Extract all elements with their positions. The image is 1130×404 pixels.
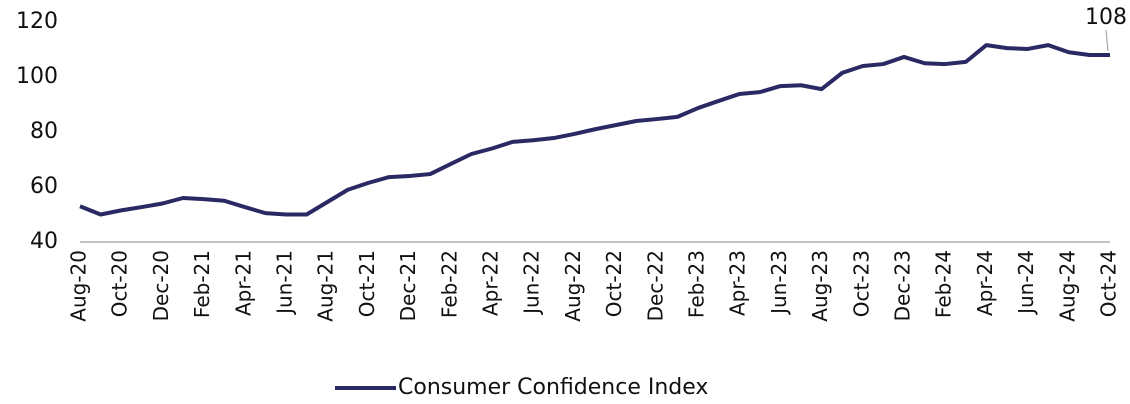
x-tick-label: Oct-23 [849, 250, 873, 317]
x-tick-label: Oct-22 [602, 250, 626, 317]
x-tick-label: Apr-21 [231, 250, 255, 316]
label-leader [1105, 29, 1109, 52]
y-tick-label: 100 [16, 64, 58, 89]
x-tick-label: Oct-24 [1097, 250, 1121, 317]
series-line [79, 43, 1110, 217]
x-tick-label: Aug-21 [314, 250, 338, 322]
x-tick-label: Dec-22 [643, 250, 667, 321]
x-tick-label: Jun-21 [273, 250, 297, 316]
y-tick-label: 40 [30, 229, 58, 254]
x-tick-label: Oct-20 [108, 250, 132, 317]
x-tick-label: Feb-23 [685, 250, 709, 318]
x-tick-label: Aug-23 [808, 250, 832, 322]
x-tick-label: Feb-24 [932, 250, 956, 318]
y-tick-label: 60 [30, 174, 58, 199]
y-tick-label: 120 [16, 9, 58, 34]
x-tick-label: Aug-24 [1055, 250, 1079, 322]
value-label: 108 [1085, 5, 1127, 30]
x-tick-label: Apr-23 [726, 250, 750, 316]
legend-label: Consumer Confidence Index [398, 375, 708, 400]
y-tick-label: 80 [30, 119, 58, 144]
x-tick-label: Jun-22 [520, 250, 544, 316]
x-tick-label: Apr-22 [479, 250, 503, 316]
x-tick-label: Dec-21 [396, 250, 420, 321]
x-tick-label: Feb-21 [190, 250, 214, 318]
x-tick-label: Dec-23 [891, 250, 915, 321]
x-tick-label: Jun-23 [767, 250, 791, 316]
x-tick-label: Oct-21 [355, 250, 379, 317]
x-tick-label: Dec-20 [149, 250, 173, 321]
x-tick-label: Apr-24 [973, 250, 997, 316]
x-tick-label: Aug-22 [561, 250, 585, 322]
x-tick-label: Aug-20 [67, 250, 91, 322]
x-tick-label: Jun-24 [1014, 250, 1038, 316]
x-tick-label: Feb-22 [437, 250, 461, 318]
